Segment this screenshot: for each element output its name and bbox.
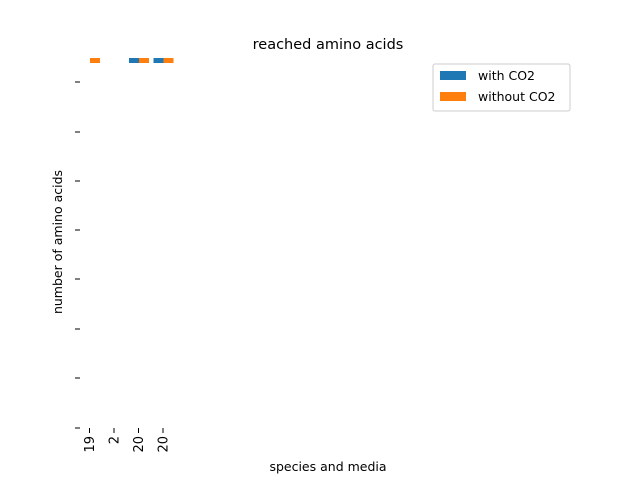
x-tick-label-1: 2 (108, 436, 123, 444)
x-tick-label-0: 19 (83, 436, 98, 453)
legend-swatch-0 (440, 71, 466, 80)
bar-with-co2-2 (129, 58, 139, 63)
chart-title: reached amino acids (253, 37, 404, 53)
x-axis-ticks: 19 2 20 20 (83, 428, 172, 453)
legend-label-0: with CO2 (478, 68, 535, 83)
bars-group (90, 58, 174, 63)
legend-swatch-1 (440, 92, 466, 101)
bar-without-co2-0 (90, 58, 100, 63)
y-axis-ticks (75, 81, 80, 429)
bar-with-co2-3 (153, 58, 164, 63)
x-axis-label: species and media (269, 459, 386, 474)
legend-label-1: without CO2 (478, 89, 555, 104)
bar-without-co2-3 (163, 58, 174, 63)
x-tick-label-2: 20 (132, 436, 147, 453)
y-axis-label: number of amino acids (50, 170, 65, 314)
x-tick-label-3: 20 (157, 436, 172, 453)
legend: with CO2 without CO2 (432, 63, 571, 112)
legend-frame (432, 63, 571, 112)
bar-without-co2-2 (139, 58, 149, 63)
